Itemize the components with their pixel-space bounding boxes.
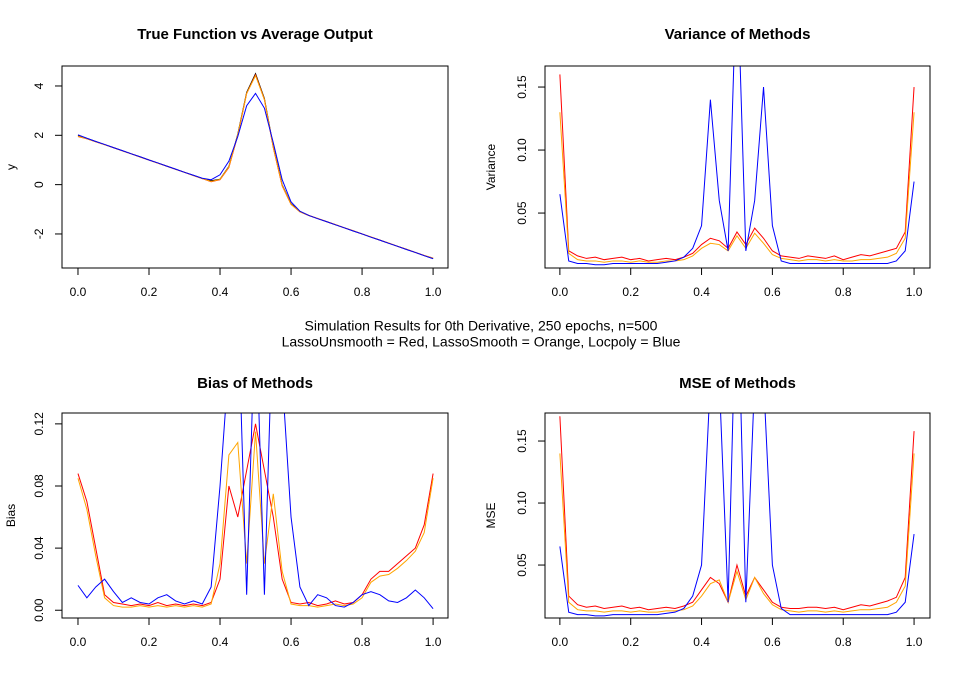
- y-tick-label: 0.00: [32, 598, 46, 622]
- x-tick-label: 0.6: [283, 285, 300, 299]
- y-axis-label: Bias: [4, 504, 18, 527]
- chart-title: Bias of Methods: [197, 375, 313, 392]
- x-tick-label: 0.4: [693, 285, 710, 299]
- x-tick-label: 0.4: [693, 635, 710, 649]
- x-tick-label: 0.0: [552, 285, 569, 299]
- y-tick-label: 0.15: [515, 429, 529, 453]
- chart-title: Variance of Methods: [665, 26, 811, 43]
- x-tick-label: 0.2: [622, 285, 639, 299]
- y-tick-label: 0.05: [515, 201, 529, 225]
- x-tick-label: 0.8: [354, 635, 371, 649]
- y-tick-label: 0.04: [32, 536, 46, 560]
- x-tick-label: 0.2: [141, 635, 158, 649]
- series-line: [77, 423, 434, 607]
- x-tick-label: 1.0: [425, 635, 442, 649]
- y-tick-label: 0.12: [32, 412, 46, 436]
- chart-title: MSE of Methods: [679, 375, 796, 392]
- series-line: [77, 431, 434, 608]
- y-axis-label: MSE: [484, 502, 498, 528]
- y-tick-label: 0.10: [515, 138, 529, 162]
- x-tick-label: 1.0: [906, 285, 923, 299]
- y-tick-label: -2: [32, 228, 46, 239]
- y-tick-label: 0.15: [515, 75, 529, 99]
- x-tick-label: 0.6: [764, 635, 781, 649]
- plot-frame: [544, 65, 931, 269]
- x-tick-label: 0.0: [70, 635, 87, 649]
- series-line: [77, 73, 434, 259]
- series-line: [559, 74, 915, 262]
- y-tick-label: 4: [32, 82, 46, 89]
- x-tick-label: 0.8: [835, 285, 852, 299]
- x-tick-label: 0.6: [283, 635, 300, 649]
- x-tick-label: 0.0: [70, 285, 87, 299]
- series-line: [559, 413, 915, 617]
- x-tick-label: 0.6: [764, 285, 781, 299]
- y-tick-label: 0.05: [515, 553, 529, 577]
- y-tick-label: 0.08: [32, 474, 46, 498]
- series-line: [77, 413, 434, 609]
- x-tick-label: 0.2: [141, 285, 158, 299]
- series-line: [559, 453, 915, 613]
- x-tick-label: 1.0: [906, 635, 923, 649]
- y-tick-label: 0.10: [515, 491, 529, 515]
- x-tick-label: 0.8: [835, 635, 852, 649]
- x-tick-label: 0.0: [552, 635, 569, 649]
- x-tick-label: 0.8: [354, 285, 371, 299]
- x-tick-label: 0.2: [622, 635, 639, 649]
- plot-frame: [61, 412, 449, 619]
- y-tick-label: 0: [32, 181, 46, 188]
- y-tick-label: 2: [32, 132, 46, 139]
- plot-frame: [544, 412, 931, 619]
- series-line: [559, 416, 915, 611]
- x-tick-label: 1.0: [425, 285, 442, 299]
- y-axis-label: Variance: [484, 143, 498, 190]
- series-line: [77, 74, 434, 259]
- series-line: [559, 66, 915, 266]
- series-line: [559, 112, 915, 263]
- series-line: [77, 92, 434, 260]
- caption: LassoUnsmooth = Red, LassoSmooth = Orang…: [282, 334, 681, 350]
- y-axis-label: y: [4, 164, 18, 170]
- plot-frame: [61, 65, 449, 269]
- caption: Simulation Results for 0th Derivative, 2…: [305, 318, 658, 334]
- x-tick-label: 0.4: [212, 635, 229, 649]
- x-tick-label: 0.4: [212, 285, 229, 299]
- chart-title: True Function vs Average Output: [137, 26, 373, 43]
- series-line: [77, 72, 434, 260]
